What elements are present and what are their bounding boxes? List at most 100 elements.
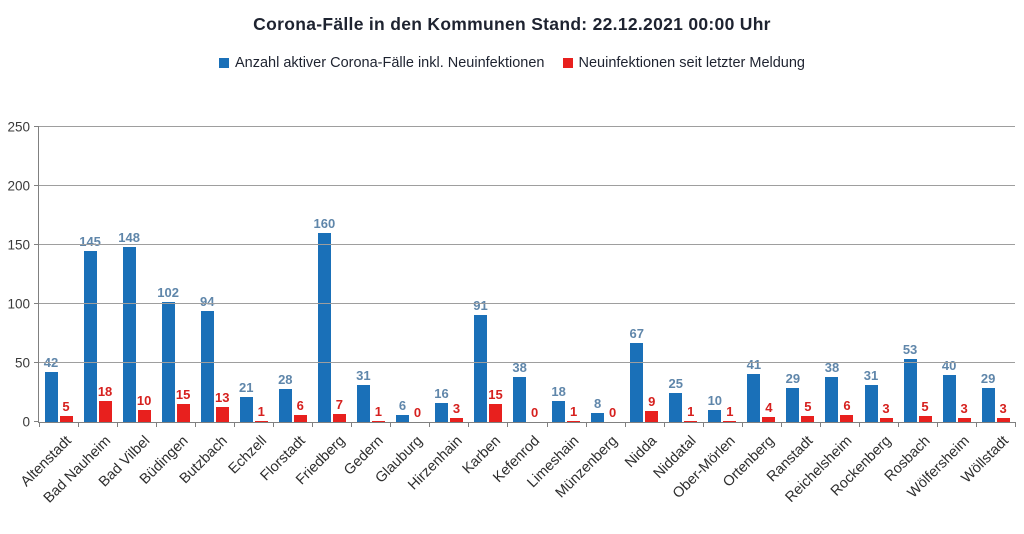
- bar-group: 31 3: [859, 127, 898, 422]
- bar-new-infections: [957, 418, 971, 422]
- bar-wrap: 0: [411, 127, 424, 422]
- x-axis-tick: [429, 422, 431, 427]
- bar-active-cases: [825, 377, 839, 422]
- bar-value-label: 10: [136, 393, 152, 409]
- bar-active-cases: [864, 385, 878, 422]
- bar-value-label: 1: [687, 403, 695, 419]
- bar-group: 38 6: [820, 127, 859, 422]
- bar-wrap: 31: [864, 127, 878, 422]
- bar-value-label: 0: [530, 405, 539, 420]
- bar-active-cases: [552, 400, 566, 422]
- bar-group: 148 10: [117, 127, 156, 422]
- bar-new-infections: [879, 418, 893, 422]
- gridline: [39, 244, 1015, 245]
- bar-value-label: 5: [804, 399, 812, 415]
- bar-wrap: 94: [199, 127, 215, 422]
- bar-wrap: 10: [708, 127, 722, 422]
- bar-active-cases: [630, 342, 644, 422]
- bar-wrap: 0: [606, 127, 619, 422]
- bar-wrap: 41: [747, 127, 761, 422]
- bar-new-infections: [137, 410, 151, 422]
- bar-wrap: 16: [434, 127, 449, 422]
- bar-active-cases: [474, 314, 488, 422]
- bar-wrap: 145: [79, 127, 101, 422]
- y-axis-tick: [34, 185, 39, 186]
- bar-value-label: 38: [824, 360, 840, 376]
- x-axis-tick: [117, 422, 119, 427]
- bar-wrap: 3: [957, 127, 971, 422]
- bar-value-label: 67: [629, 325, 644, 341]
- bar-wrap: 18: [551, 127, 566, 422]
- x-axis-tick: [780, 422, 782, 427]
- x-axis-tick: [39, 422, 40, 427]
- bar-active-cases: [669, 392, 683, 422]
- bar-group: 91 15: [469, 127, 508, 422]
- bar-wrap: 40: [942, 127, 956, 422]
- bar-value-label: 1: [570, 403, 578, 419]
- bar-wrap: 15: [488, 127, 503, 422]
- bar-value-label: 4: [765, 400, 773, 416]
- x-axis-tick: [273, 422, 275, 427]
- legend-label: Anzahl aktiver Corona-Fälle inkl. Neuinf…: [235, 55, 545, 71]
- bar-value-label: 3: [999, 401, 1007, 417]
- bar-value-label: 18: [551, 383, 566, 399]
- bar-new-infections: [762, 417, 776, 422]
- bar-new-infections: [371, 420, 385, 422]
- bar-active-cases: [83, 250, 97, 422]
- bar-value-label: 6: [843, 397, 851, 413]
- x-axis-tick: [663, 422, 665, 427]
- bar-group: 21 1: [234, 127, 273, 422]
- bar-value-label: 31: [356, 368, 371, 384]
- bar-wrap: 29: [980, 127, 996, 422]
- legend-item: Neuinfektionen seit letzter Meldung: [562, 55, 805, 71]
- x-axis-tick: [390, 422, 392, 427]
- bar-wrap: 28: [278, 127, 293, 422]
- bar-group: 38 0: [508, 127, 547, 422]
- y-axis-tick-label: 150: [7, 237, 30, 253]
- bar-value-label: 29: [980, 370, 996, 386]
- bar-active-cases: [981, 387, 995, 422]
- bar-new-infections: [840, 414, 854, 422]
- bar-wrap: 38: [824, 127, 840, 422]
- bar-active-cases: [356, 385, 370, 422]
- gridline: [39, 126, 1015, 127]
- bar-value-label: 91: [473, 297, 488, 313]
- bar-value-label: 21: [239, 380, 254, 396]
- bar-new-infections: [293, 414, 307, 422]
- bar-value-label: 6: [296, 397, 304, 413]
- x-axis-tick: [351, 422, 353, 427]
- bar-new-infections: [567, 420, 581, 422]
- x-axis-tick: [546, 422, 548, 427]
- bar-active-cases: [903, 359, 917, 422]
- bar-wrap: 13: [215, 127, 229, 422]
- bar-group: 25 1: [664, 127, 703, 422]
- y-axis-tick: [34, 244, 39, 245]
- bar-wrap: 5: [801, 127, 815, 422]
- bar-wrap: 21: [239, 127, 254, 422]
- bar-wrap: 9: [645, 127, 659, 422]
- bar-value-label: 9: [648, 394, 656, 410]
- bar-wrap: 148: [118, 127, 140, 422]
- chart-legend: Anzahl aktiver Corona-Fälle inkl. Neuinf…: [0, 55, 1024, 71]
- x-axis-tick: [858, 422, 860, 427]
- bar-new-infections: [489, 404, 503, 422]
- bar-wrap: 53: [903, 127, 917, 422]
- bar-value-label: 160: [313, 216, 336, 232]
- bar-value-label: 15: [175, 387, 191, 403]
- bar-group: 16 3: [429, 127, 468, 422]
- bar-active-cases: [161, 301, 175, 422]
- bar-value-label: 18: [97, 383, 113, 399]
- bar-group: 29 5: [781, 127, 820, 422]
- bar-wrap: 6: [840, 127, 854, 422]
- bar-wrap: 7: [332, 127, 346, 422]
- bar-group: 31 1: [351, 127, 390, 422]
- bar-wrap: 31: [356, 127, 371, 422]
- bar-group: 145 18: [78, 127, 117, 422]
- bar-value-label: 94: [199, 294, 215, 310]
- bar-wrap: 6: [395, 127, 409, 422]
- legend-item: Anzahl aktiver Corona-Fälle inkl. Neuinf…: [219, 55, 545, 71]
- bar-value-label: 16: [434, 386, 449, 402]
